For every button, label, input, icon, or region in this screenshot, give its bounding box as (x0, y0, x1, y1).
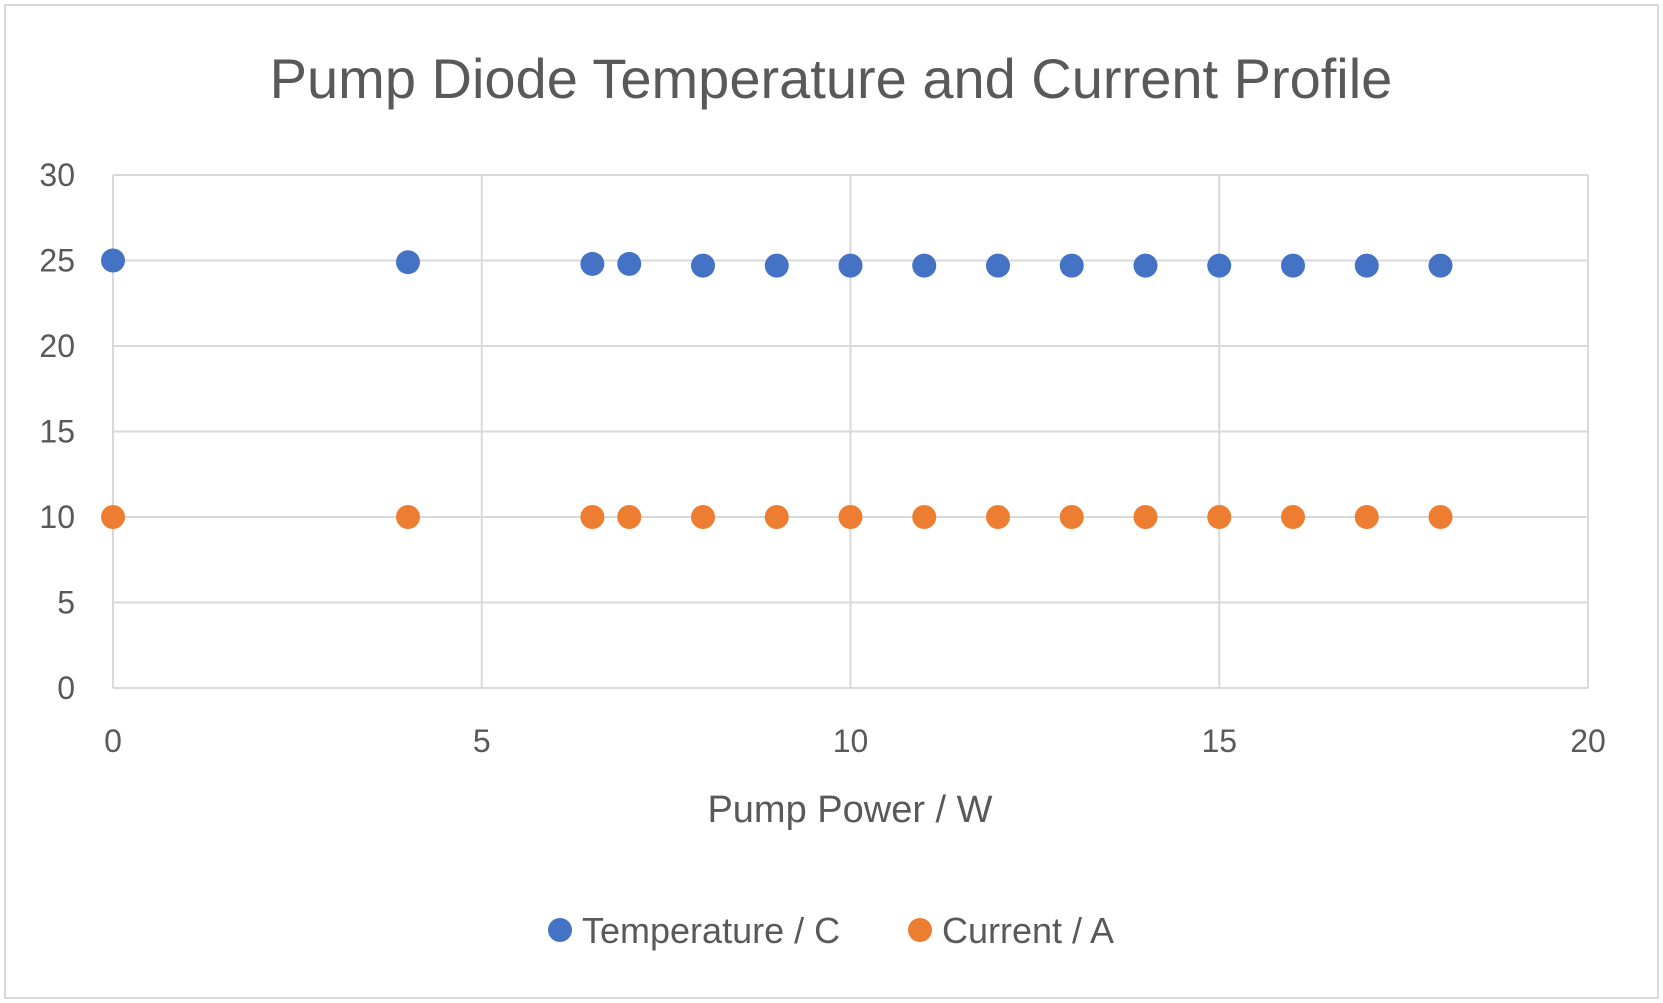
current-a-point (1354, 505, 1379, 529)
current-a-point (1207, 505, 1232, 529)
temperature-c-point (1133, 253, 1158, 278)
y-tick-label: 25 (39, 243, 75, 279)
y-tick-label: 20 (39, 328, 75, 364)
legend-label-current-a: Current / A (942, 910, 1114, 951)
x-axis-title: Pump Power / W (707, 789, 992, 831)
current-a-point (1133, 505, 1158, 529)
y-tick-label: 15 (39, 414, 75, 450)
y-tick-label: 0 (57, 670, 75, 706)
temperature-c-point (101, 248, 125, 273)
current-a-point (396, 505, 420, 529)
temperature-c-point (764, 253, 789, 278)
legend: Temperature / C Current / A (548, 910, 1114, 951)
x-tick-label: 5 (473, 723, 491, 759)
x-tick-label: 0 (104, 723, 122, 759)
current-a-point (1428, 505, 1453, 529)
temperature-c-point (838, 253, 863, 278)
temperature-c-point (1428, 253, 1453, 278)
temperature-c-point (912, 253, 937, 278)
temperature-c-point (617, 251, 642, 276)
data-points (101, 248, 1453, 529)
x-tick-label: 15 (1201, 723, 1237, 759)
current-a-point (1059, 505, 1084, 529)
temperature-c-point (396, 250, 420, 275)
y-tick-label: 5 (57, 585, 75, 621)
current-a-point (986, 505, 1010, 529)
current-a-point (838, 505, 863, 529)
temperature-c-point (986, 253, 1010, 278)
chart-frame (4, 4, 1659, 999)
current-a-point (691, 505, 715, 529)
y-tick-label: 10 (39, 499, 75, 535)
legend-marker-current-a (908, 918, 932, 942)
current-a-point (1281, 505, 1305, 529)
temperature-c-point (580, 251, 605, 276)
current-a-point (912, 505, 937, 529)
y-tick-label: 30 (39, 157, 75, 193)
current-a-point (617, 505, 642, 529)
x-tick-label: 20 (1570, 723, 1606, 759)
temperature-c-point (1059, 253, 1084, 278)
temperature-c-point (691, 253, 715, 278)
temperature-c-point (1354, 253, 1379, 278)
legend-label-temperature-c: Temperature / C (582, 910, 840, 951)
temperature-c-point (1207, 253, 1232, 278)
current-a-point (101, 505, 125, 529)
x-tick-label: 10 (833, 723, 869, 759)
legend-marker-temperature-c (548, 918, 572, 942)
chart-title: Pump Diode Temperature and Current Profi… (270, 47, 1393, 110)
current-a-point (580, 505, 605, 529)
temperature-c-point (1281, 253, 1305, 278)
y-axis-ticks: 0 5 10 15 20 25 30 (39, 157, 75, 706)
current-a-point (764, 505, 789, 529)
x-axis-ticks: 0 5 10 15 20 (104, 723, 1606, 759)
